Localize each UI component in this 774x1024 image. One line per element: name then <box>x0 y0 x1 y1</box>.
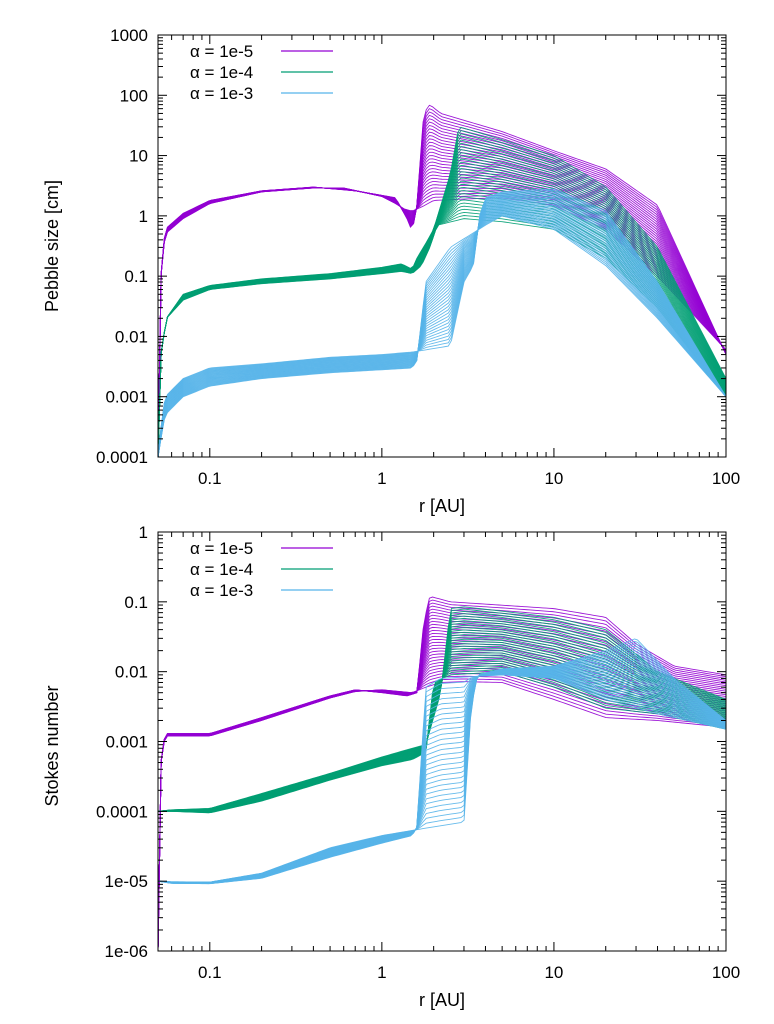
y-tick-label: 0.1 <box>124 593 148 612</box>
series-line <box>158 215 726 457</box>
pebble-size-panel: Pebble size [cm] r [AU] 0.0001 0.001 0.01 0… <box>42 26 740 516</box>
x-tick-label: 100 <box>712 469 740 488</box>
series-3-curves <box>158 188 726 457</box>
series-line <box>158 610 726 812</box>
series-line <box>158 626 726 951</box>
x-tick-label: 0.1 <box>198 963 222 982</box>
series-line <box>158 198 726 457</box>
series-line <box>158 197 726 457</box>
x-tick-label: 0.1 <box>198 469 222 488</box>
x-axis-label-r: r [AU] <box>419 990 465 1010</box>
x-tick-label: 100 <box>712 963 740 982</box>
y-axis-label-stokes-number: Stokes number <box>42 685 62 806</box>
y-tick-label: 1 <box>139 523 148 542</box>
series-line <box>158 212 726 457</box>
series-line <box>158 207 726 457</box>
series-line <box>158 209 726 457</box>
series-line <box>158 201 726 457</box>
series-line <box>158 213 726 457</box>
series-line <box>158 205 726 457</box>
legend: α = 1e-5 α = 1e-4 α = 1e-3 <box>190 539 333 600</box>
series-line <box>158 674 726 885</box>
series-line <box>158 673 726 951</box>
series-line <box>158 681 726 951</box>
series-line <box>158 210 726 457</box>
series-line <box>158 200 726 457</box>
series-line <box>158 189 726 457</box>
series-line <box>158 673 726 884</box>
series-line <box>158 194 726 457</box>
series-line <box>158 670 726 951</box>
legend: α = 1e-5 α = 1e-4 α = 1e-3 <box>190 42 333 103</box>
legend-entry-label: α = 1e-4 <box>190 63 253 82</box>
series-line <box>158 195 726 457</box>
y-tick-label: 1000 <box>110 26 148 45</box>
stokes-number-panel: Stokes number r [AU] 1e-06 1e-05 0.0001 0.0… <box>42 523 740 1010</box>
series-line <box>158 202 726 457</box>
series-line <box>158 199 726 457</box>
series-line <box>158 188 726 457</box>
series-line <box>158 203 726 457</box>
series-line <box>158 198 726 457</box>
series-line <box>158 196 726 457</box>
x-tick-label: 10 <box>544 469 563 488</box>
series-line <box>158 183 726 457</box>
legend-entry-label: α = 1e-4 <box>190 560 253 579</box>
y-tick-label: 100 <box>120 86 148 105</box>
series-3-curves <box>158 638 726 885</box>
y-tick-label: 1e-05 <box>105 872 148 891</box>
series-line <box>158 208 726 457</box>
y-tick-label: 0.01 <box>115 663 148 682</box>
curves <box>158 104 726 457</box>
legend-entry-label: α = 1e-3 <box>190 84 253 103</box>
series-line <box>158 624 726 812</box>
x-tick-label: 1 <box>377 963 386 982</box>
series-line <box>158 212 726 457</box>
series-line <box>158 192 726 457</box>
ticks <box>157 531 727 952</box>
series-line <box>158 673 726 884</box>
series-line <box>158 673 726 884</box>
plot-frame <box>157 34 727 458</box>
series-line <box>158 673 726 884</box>
series-line <box>158 204 726 457</box>
series-line <box>158 206 726 457</box>
x-tick-label: 1 <box>377 469 386 488</box>
series-2-curves <box>158 606 726 814</box>
series-line <box>158 208 726 457</box>
y-tick-label: 0.01 <box>115 327 148 346</box>
curves <box>158 596 726 951</box>
series-line <box>158 191 726 457</box>
ticks <box>157 34 727 458</box>
series-line <box>158 661 726 951</box>
legend-entry-label: α = 1e-3 <box>190 581 253 600</box>
y-tick-label: 0.001 <box>105 388 148 407</box>
y-tick-label: 1 <box>139 207 148 226</box>
series-line <box>158 214 726 457</box>
y-tick-label: 0.0001 <box>96 802 148 821</box>
series-line <box>158 674 726 885</box>
series-line <box>158 203 726 457</box>
y-tick-label: 1e-06 <box>105 942 148 961</box>
y-tick-label: 10 <box>129 147 148 166</box>
legend-entry-label: α = 1e-5 <box>190 42 253 61</box>
x-tick-label: 10 <box>544 963 563 982</box>
y-tick-label: 0.1 <box>124 267 148 286</box>
series-line <box>158 611 726 951</box>
series-line <box>158 211 726 457</box>
y-tick-label: 0.001 <box>105 733 148 752</box>
x-axis-label-r: r [AU] <box>419 496 465 516</box>
legend-entry-label: α = 1e-5 <box>190 539 253 558</box>
y-axis-label-pebble-size: Pebble size [cm] <box>42 180 62 312</box>
y-tick-label: 0.0001 <box>96 448 148 467</box>
